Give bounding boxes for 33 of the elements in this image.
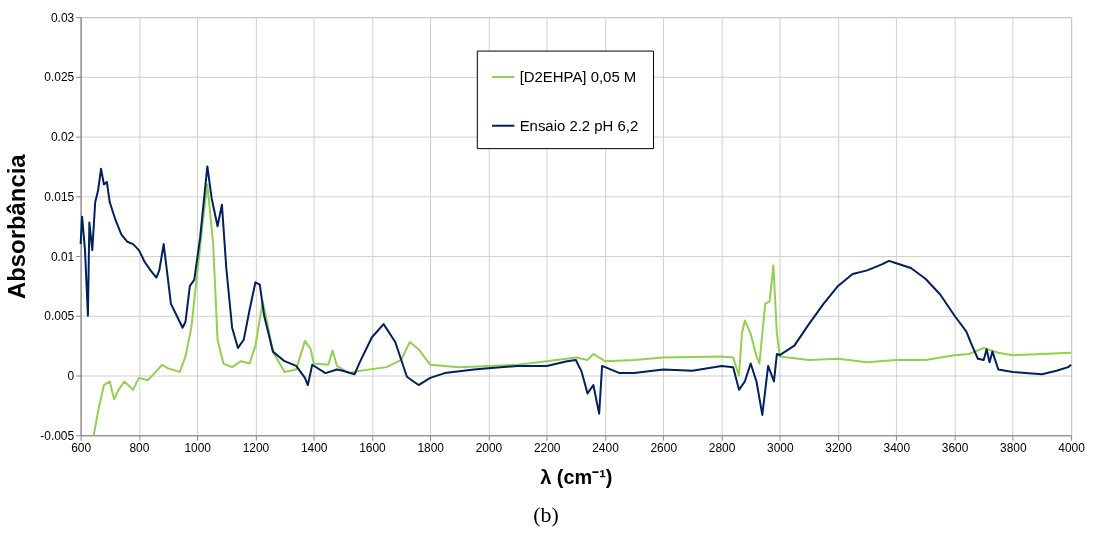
x-tick-label: 2000 [475, 440, 503, 455]
x-tick-label: 3600 [941, 440, 969, 455]
y-tick-label: 0.03 [50, 10, 75, 25]
x-tick-label: 1800 [417, 440, 445, 455]
y-tick-label: 0.02 [50, 130, 75, 145]
y-tick-label: -0.005 [40, 428, 75, 443]
legend-label: [D2EHPA] 0,05 M [519, 67, 637, 85]
x-tick-label: 3800 [1000, 440, 1027, 455]
y-tick-label: 0.015 [44, 189, 75, 204]
x-axis-title: λ (cm⁻¹) [540, 465, 613, 488]
line-series [92, 183, 1073, 437]
x-tick-label: 1200 [242, 440, 270, 455]
y-tick-label: 0.005 [44, 309, 75, 324]
x-tick-label: 2200 [533, 440, 561, 455]
legend-label: Ensaio 2.2 pH 6,2 [519, 116, 639, 134]
text: (b) [533, 501, 559, 527]
x-tick-label: 3000 [767, 440, 794, 455]
y-tick-label: 0 [67, 368, 75, 383]
x-tick-label: 1600 [359, 440, 387, 455]
x-tick-label: 800 [129, 440, 150, 455]
x-tick-label: 600 [71, 440, 92, 455]
x-tick-label: 3200 [825, 440, 853, 455]
x-tick-label: 2600 [650, 440, 678, 455]
x-tick-label: 2400 [592, 440, 620, 455]
x-tick-label: 2800 [708, 440, 736, 455]
y-tick-label: 0.025 [44, 70, 75, 85]
x-tick-label: 1000 [184, 440, 212, 455]
y-tick-label: 0.01 [50, 249, 75, 264]
y-axis-title: Absorbância [3, 153, 31, 299]
line-series [79, 165, 1073, 416]
x-tick-label: 1400 [300, 440, 328, 455]
x-tick-label: 3400 [883, 440, 911, 455]
x-tick-label: 4000 [1058, 440, 1086, 455]
